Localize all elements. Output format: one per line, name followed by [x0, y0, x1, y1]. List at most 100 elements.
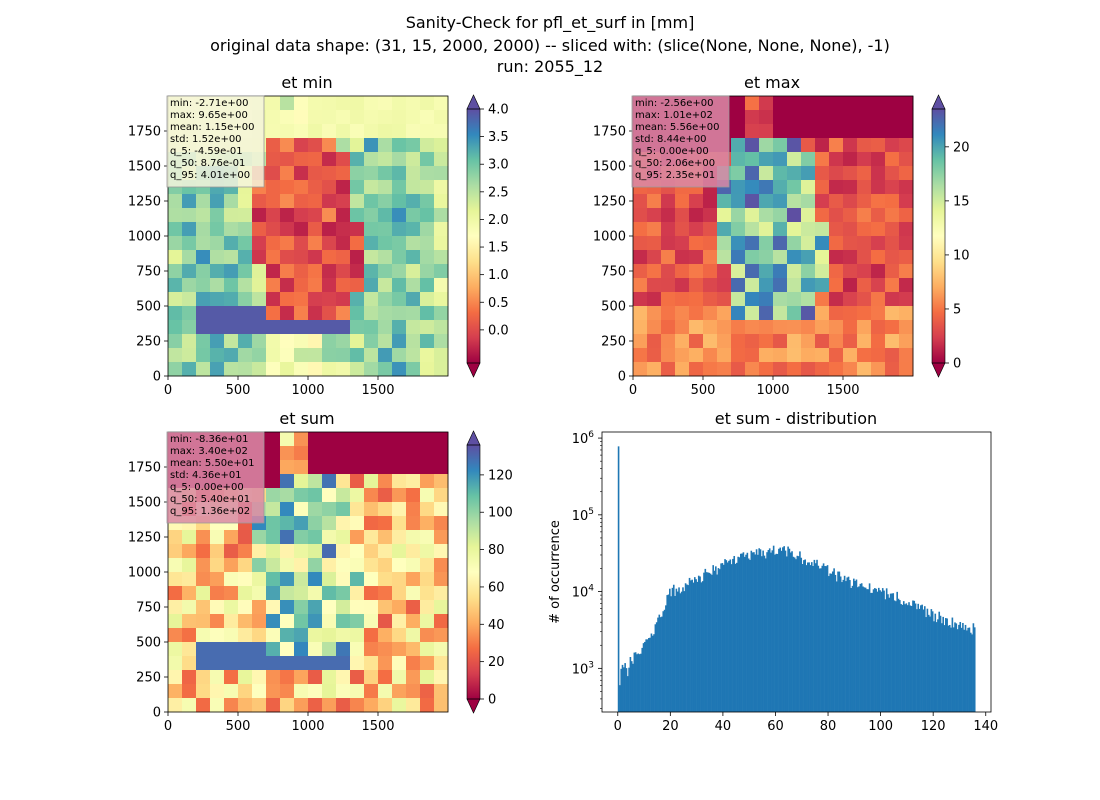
heatmap-cell: [675, 264, 690, 279]
heatmap-cell: [308, 306, 323, 321]
heatmap-cell: [350, 502, 365, 517]
heatmap-cell: [434, 348, 449, 363]
heatmap-cell: [378, 516, 393, 531]
heatmap-cell: [717, 264, 732, 279]
heatmap-cell: [294, 110, 309, 125]
histogram-bar: [682, 587, 684, 712]
heatmap-cell: [378, 222, 393, 237]
histogram-bar: [904, 604, 906, 712]
colorbar-tick-label: 5: [953, 302, 961, 317]
heatmap-cell: [308, 362, 323, 377]
heatmap-cell: [801, 194, 816, 209]
histogram-bar: [737, 556, 739, 712]
heatmap-cell: [280, 292, 295, 307]
heatmap-cell: [168, 530, 183, 545]
heatmap-cell: [843, 362, 858, 377]
heatmap-cell: [633, 250, 648, 265]
heatmap-cell: [182, 334, 197, 349]
colorbar-tick-label: 20: [953, 140, 970, 155]
heatmap-cell: [294, 516, 309, 531]
heatmap-cell: [885, 166, 900, 181]
histogram-bar: [676, 591, 679, 712]
colorbar-frame: [466, 444, 481, 700]
heatmap-cell: [829, 180, 844, 195]
heatmap-cell: [689, 278, 704, 293]
heatmap-cell: [266, 502, 281, 517]
heatmap-cell: [378, 600, 393, 615]
heatmap-cell: [280, 698, 295, 713]
stats-line: min: -2.71e+00: [170, 98, 249, 109]
heatmap-cell: [378, 124, 393, 139]
heatmap-cell: [322, 474, 337, 489]
histogram-bar: [649, 637, 651, 712]
heatmap-cell: [196, 194, 211, 209]
histogram-bar: [851, 585, 854, 712]
histogram-bar: [850, 587, 852, 712]
heatmap-cell: [280, 110, 295, 125]
heatmap-cell: [717, 278, 732, 293]
heatmap-cell: [350, 600, 365, 615]
heatmap-cell: [703, 208, 718, 223]
heatmap-cell: [280, 236, 295, 251]
histogram-bar: [691, 579, 693, 712]
heatmap-cell: [689, 362, 704, 377]
heatmap-cell: [378, 278, 393, 293]
heatmap-cell: [168, 362, 183, 377]
heatmap-cell: [238, 698, 253, 713]
histogram-bar: [662, 611, 665, 712]
heatmap-cell: [885, 334, 900, 349]
heatmap-cell: [871, 180, 886, 195]
heatmap-cell: [294, 208, 309, 223]
heatmap-cell: [210, 614, 225, 629]
heatmap-cell: [280, 628, 295, 643]
heatmap-cell: [661, 250, 676, 265]
heatmap-cell: [378, 432, 393, 447]
x-tick-label: 1500: [361, 383, 394, 398]
heatmap-cell: [420, 278, 435, 293]
histogram-bar: [701, 581, 704, 712]
heatmap-cell: [420, 544, 435, 559]
heatmap-cell: [364, 530, 379, 545]
histogram-bar: [787, 546, 789, 712]
stats-line: std: 1.52e+00: [170, 134, 242, 145]
histogram-bar: [620, 668, 623, 712]
stats-line: min: -2.56e+00: [635, 98, 714, 109]
x-tick-label: 40: [715, 719, 732, 734]
heatmap-cell: [364, 180, 379, 195]
heatmap-cell: [336, 306, 351, 321]
histogram-bar: [686, 584, 688, 712]
heatmap-cell: [717, 208, 732, 223]
histogram-bar: [813, 559, 816, 712]
heatmap-cell: [238, 362, 253, 377]
heatmap-cell: [364, 670, 379, 685]
heatmap-cell: [350, 432, 365, 447]
histogram-bar: [901, 604, 904, 712]
heatmap-cell: [829, 138, 844, 153]
heatmap-cell: [420, 502, 435, 517]
histogram-bar: [734, 563, 737, 712]
histogram-bar: [807, 562, 809, 712]
heatmap-cell: [434, 530, 449, 545]
colorbar-extend-max: [931, 94, 946, 110]
histogram-bar: [837, 571, 839, 712]
histogram-bar: [772, 545, 775, 712]
heatmap-cell: [420, 124, 435, 139]
heatmap-cell: [252, 600, 267, 615]
heatmap-cell: [378, 180, 393, 195]
heatmap-cell: [801, 124, 816, 139]
heatmap-cell: [420, 446, 435, 461]
x-tick-label: 0: [614, 719, 622, 734]
histogram-bar: [791, 551, 793, 712]
histogram-bar: [972, 623, 975, 712]
heatmap-cell: [689, 236, 704, 251]
y-tick-label: 103: [572, 660, 594, 677]
heatmap-cell: [420, 152, 435, 167]
heatmap-cell: [759, 320, 774, 335]
heatmap-cell: [392, 208, 407, 223]
y-tick-label: 1750: [128, 461, 161, 476]
heatmap-cell: [224, 306, 239, 321]
heatmap-cell: [196, 264, 211, 279]
heatmap-cell: [703, 306, 718, 321]
heatmap-cell: [322, 558, 337, 573]
heatmap-cell: [815, 250, 830, 265]
